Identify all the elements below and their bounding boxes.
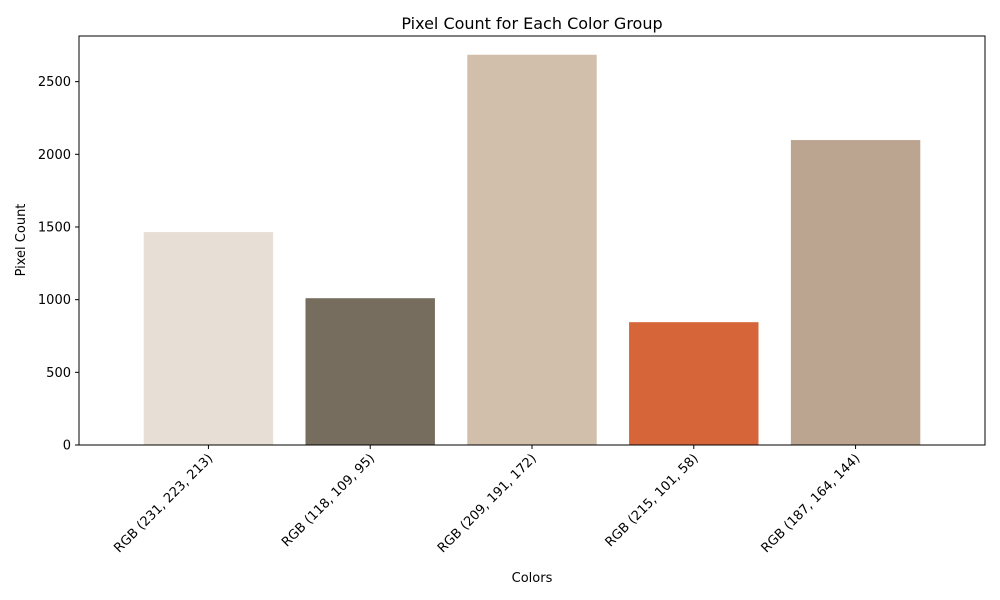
axes-frame	[78, 35, 986, 446]
bar-2	[305, 298, 435, 445]
bar-1	[143, 232, 274, 445]
bar-4	[629, 322, 759, 445]
x-axis-label: Colors	[512, 571, 553, 586]
y-tick-label: 1000	[38, 293, 71, 308]
y-tick-label: 0	[63, 439, 71, 454]
bar-5	[790, 140, 921, 445]
y-axis-ticks: 0 500 1000 1500 2000 2500	[38, 75, 79, 454]
plot-area	[143, 54, 921, 446]
y-tick-label: 2000	[38, 148, 71, 163]
bar-3	[467, 54, 597, 446]
y-tick-label: 2500	[38, 75, 71, 90]
y-tick-label: 500	[46, 366, 71, 381]
chart-title: Pixel Count for Each Color Group	[401, 14, 662, 33]
y-tick-label: 1500	[38, 220, 71, 235]
y-axis-label: Pixel Count	[14, 204, 29, 277]
